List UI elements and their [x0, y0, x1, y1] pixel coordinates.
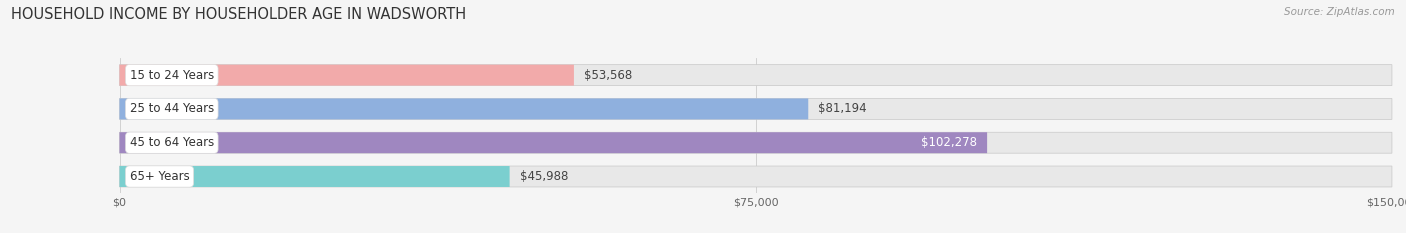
FancyBboxPatch shape — [120, 132, 1392, 153]
Text: 45 to 64 Years: 45 to 64 Years — [129, 136, 214, 149]
FancyBboxPatch shape — [120, 166, 1392, 187]
Text: 65+ Years: 65+ Years — [129, 170, 190, 183]
Text: 25 to 44 Years: 25 to 44 Years — [129, 103, 214, 115]
Text: $102,278: $102,278 — [921, 136, 977, 149]
Text: $81,194: $81,194 — [818, 103, 868, 115]
FancyBboxPatch shape — [120, 65, 1392, 86]
Text: Source: ZipAtlas.com: Source: ZipAtlas.com — [1284, 7, 1395, 17]
Text: $45,988: $45,988 — [520, 170, 568, 183]
FancyBboxPatch shape — [120, 99, 808, 119]
FancyBboxPatch shape — [120, 99, 1392, 119]
FancyBboxPatch shape — [120, 65, 574, 86]
FancyBboxPatch shape — [120, 132, 987, 153]
Text: HOUSEHOLD INCOME BY HOUSEHOLDER AGE IN WADSWORTH: HOUSEHOLD INCOME BY HOUSEHOLDER AGE IN W… — [11, 7, 467, 22]
FancyBboxPatch shape — [120, 166, 509, 187]
Text: $53,568: $53,568 — [583, 69, 633, 82]
Text: 15 to 24 Years: 15 to 24 Years — [129, 69, 214, 82]
